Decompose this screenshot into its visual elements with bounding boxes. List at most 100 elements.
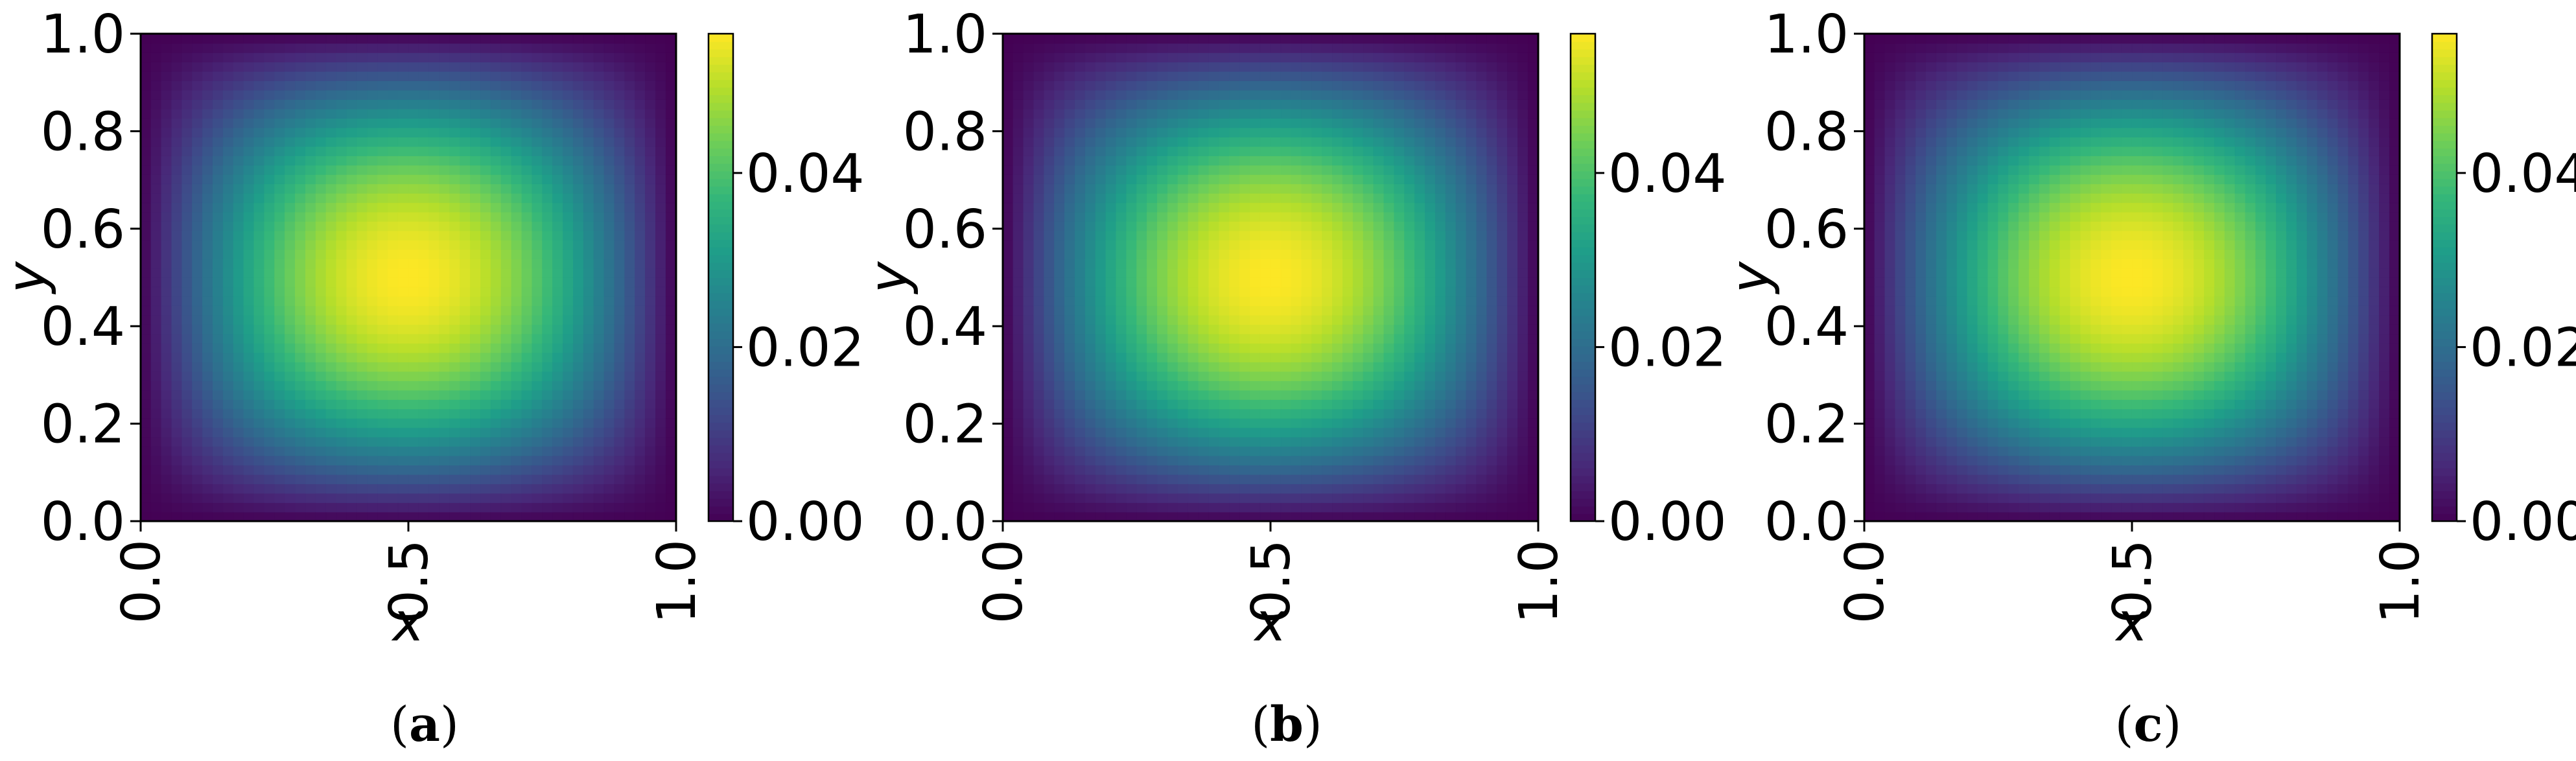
heatmap-cell xyxy=(665,380,677,391)
heatmap-cell xyxy=(449,446,461,456)
heatmap-cell xyxy=(1301,33,1313,44)
heatmap-cell xyxy=(1291,155,1302,166)
heatmap-cell xyxy=(500,62,512,72)
heatmap-cell xyxy=(521,146,533,156)
heatmap-cell xyxy=(511,343,522,353)
heatmap-cell xyxy=(1311,174,1323,185)
heatmap-cell xyxy=(1074,127,1086,137)
heatmap-cell xyxy=(521,117,533,128)
heatmap-cell xyxy=(305,71,316,82)
heatmap-cell xyxy=(1013,117,1024,128)
heatmap-cell xyxy=(1259,417,1271,428)
heatmap-cell xyxy=(397,427,409,438)
heatmap-cell xyxy=(408,108,419,119)
heatmap-cell xyxy=(325,268,337,278)
heatmap-cell xyxy=(1013,324,1024,334)
colorbar-tick-label: 0.00 xyxy=(746,491,865,553)
heatmap-cell xyxy=(1332,211,1343,222)
heatmap-cell xyxy=(1363,371,1374,381)
heatmap-cell xyxy=(439,417,451,428)
heatmap-cell xyxy=(449,230,461,240)
heatmap-cell xyxy=(1414,287,1426,297)
heatmap-cell xyxy=(325,511,337,522)
heatmap-cell xyxy=(1208,268,1220,278)
heatmap-cell xyxy=(336,268,347,278)
heatmap-cell xyxy=(418,268,430,278)
heatmap-cell xyxy=(388,390,399,400)
heatmap-cell xyxy=(1383,174,1395,185)
heatmap-cell xyxy=(1126,108,1138,119)
heatmap-cell xyxy=(1414,52,1426,63)
heatmap-cell xyxy=(624,417,636,428)
heatmap-cell xyxy=(603,390,615,400)
heatmap-cell xyxy=(645,287,657,297)
heatmap-cell xyxy=(480,361,491,372)
heatmap-cell xyxy=(1394,127,1405,137)
heatmap-cell xyxy=(192,361,204,372)
heatmap-cell xyxy=(1311,80,1323,91)
heatmap-cell xyxy=(346,268,358,278)
heatmap-cell xyxy=(336,174,347,185)
heatmap-cell xyxy=(1352,305,1364,316)
heatmap-cell xyxy=(1167,511,1178,522)
heatmap-cell xyxy=(1177,193,1189,204)
heatmap-cell xyxy=(1054,417,1066,428)
heatmap-cell xyxy=(388,117,399,128)
heatmap-cell xyxy=(285,258,296,269)
heatmap-cell xyxy=(645,43,657,53)
heatmap-cell xyxy=(1074,390,1086,400)
heatmap-cell xyxy=(1394,43,1405,53)
heatmap-cell xyxy=(1157,165,1168,175)
heatmap-cell xyxy=(1095,99,1107,110)
heatmap-cell xyxy=(1332,52,1343,63)
heatmap-cell xyxy=(1116,408,1127,419)
heatmap-cell xyxy=(1157,305,1168,316)
heatmap-cell xyxy=(1147,483,1158,494)
colorbar-segment xyxy=(708,498,734,507)
heatmap-cell xyxy=(563,361,574,372)
heatmap-cell xyxy=(439,249,451,259)
heatmap-cell xyxy=(1013,183,1024,194)
heatmap-cell xyxy=(470,211,481,222)
heatmap-cell xyxy=(439,71,451,82)
heatmap-cell xyxy=(1373,33,1385,44)
heatmap-cell xyxy=(140,127,152,137)
heatmap-cell xyxy=(1373,296,1385,307)
heatmap-cell xyxy=(171,117,183,128)
heatmap-cell xyxy=(665,230,677,240)
heatmap-cell xyxy=(1188,202,1199,213)
heatmap-cell xyxy=(572,71,584,82)
heatmap-cell xyxy=(1147,165,1158,175)
heatmap-cell xyxy=(388,43,399,53)
heatmap-cell xyxy=(1198,436,1210,447)
heatmap-cell xyxy=(1280,146,1292,156)
heatmap-cell xyxy=(253,493,265,503)
heatmap-cell xyxy=(1259,277,1271,288)
heatmap-cell xyxy=(603,493,615,503)
heatmap-cell xyxy=(572,258,584,269)
heatmap-cell xyxy=(460,52,471,63)
heatmap-cell xyxy=(336,52,347,63)
heatmap-cell xyxy=(1219,465,1230,475)
heatmap-cell xyxy=(140,408,152,419)
heatmap-cell xyxy=(1301,71,1313,82)
heatmap-cell xyxy=(439,117,451,128)
heatmap-cell xyxy=(1301,352,1313,362)
heatmap-cell xyxy=(1126,89,1138,100)
heatmap-cell xyxy=(243,352,255,362)
heatmap-cell xyxy=(1332,446,1343,456)
heatmap-cell xyxy=(202,446,213,456)
heatmap-cell xyxy=(1270,117,1282,128)
heatmap-cell xyxy=(1373,193,1385,204)
colorbar-segment xyxy=(708,429,734,438)
heatmap-cell xyxy=(439,474,451,484)
heatmap-cell xyxy=(532,117,543,128)
heatmap-cell xyxy=(1291,483,1302,494)
heatmap-cell xyxy=(1291,371,1302,381)
heatmap-cell xyxy=(1147,183,1158,194)
heatmap-cell xyxy=(603,417,615,428)
heatmap-cell xyxy=(1332,287,1343,297)
heatmap-cell xyxy=(1352,324,1364,334)
heatmap-cell xyxy=(181,136,193,147)
heatmap-cell xyxy=(1116,465,1127,475)
